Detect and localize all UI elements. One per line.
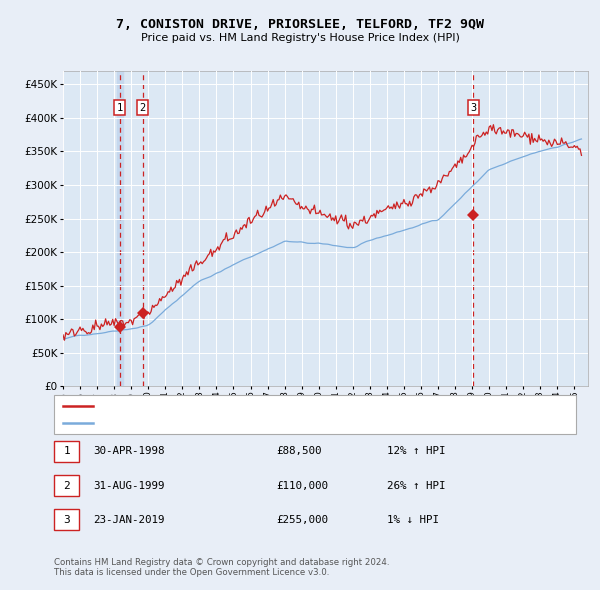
Text: 12% ↑ HPI: 12% ↑ HPI xyxy=(387,447,445,456)
Text: £255,000: £255,000 xyxy=(276,515,328,525)
Text: 1: 1 xyxy=(63,447,70,456)
Text: 26% ↑ HPI: 26% ↑ HPI xyxy=(387,481,445,490)
Text: 1: 1 xyxy=(116,103,123,113)
Text: 1% ↓ HPI: 1% ↓ HPI xyxy=(387,515,439,525)
Text: 3: 3 xyxy=(63,515,70,525)
Text: 7, CONISTON DRIVE, PRIORSLEE, TELFORD, TF2 9QW: 7, CONISTON DRIVE, PRIORSLEE, TELFORD, T… xyxy=(116,18,484,31)
Text: 7, CONISTON DRIVE, PRIORSLEE, TELFORD, TF2 9QW (detached house): 7, CONISTON DRIVE, PRIORSLEE, TELFORD, T… xyxy=(98,402,460,411)
Text: 30-APR-1998: 30-APR-1998 xyxy=(93,447,164,456)
Text: Price paid vs. HM Land Registry's House Price Index (HPI): Price paid vs. HM Land Registry's House … xyxy=(140,34,460,43)
Text: 31-AUG-1999: 31-AUG-1999 xyxy=(93,481,164,490)
Bar xyxy=(117,71,123,386)
Text: 2: 2 xyxy=(63,481,70,490)
Text: £110,000: £110,000 xyxy=(276,481,328,490)
Text: 3: 3 xyxy=(470,103,476,113)
Text: Contains HM Land Registry data © Crown copyright and database right 2024.
This d: Contains HM Land Registry data © Crown c… xyxy=(54,558,389,577)
Text: 23-JAN-2019: 23-JAN-2019 xyxy=(93,515,164,525)
Text: £88,500: £88,500 xyxy=(276,447,322,456)
Text: 2: 2 xyxy=(139,103,146,113)
Text: HPI: Average price, detached house, Telford and Wrekin: HPI: Average price, detached house, Telf… xyxy=(98,418,409,427)
